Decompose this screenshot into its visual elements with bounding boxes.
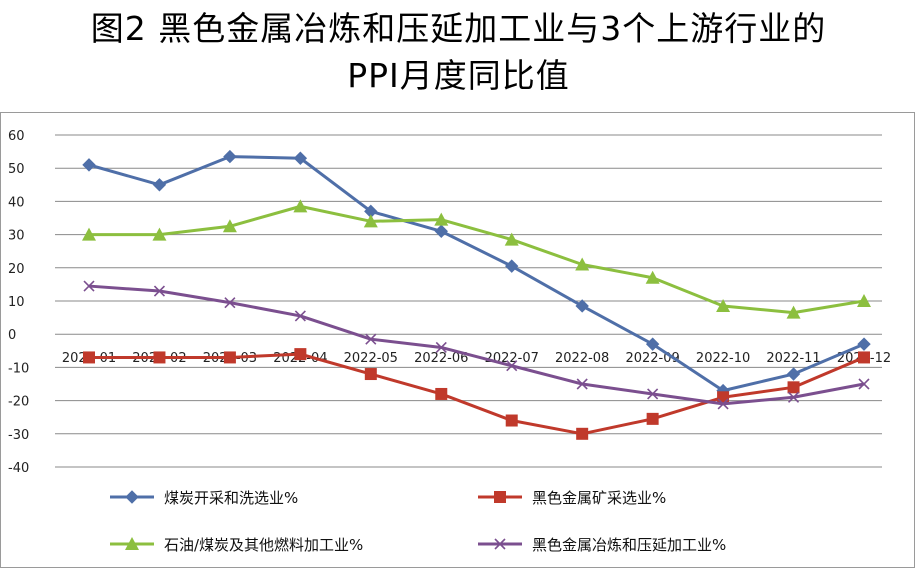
series-3-point: [434, 212, 449, 226]
series-3-point: [82, 227, 96, 241]
series-1-point: [434, 224, 448, 238]
series-4-point: [365, 333, 377, 345]
legend-marker: [125, 537, 139, 550]
series-4-point: [576, 378, 588, 390]
series-4-point: [787, 391, 800, 403]
series-2-point: [294, 348, 307, 361]
series-2-point: [717, 391, 730, 404]
series-4-point: [717, 398, 729, 410]
y-tick-label: -40: [8, 461, 29, 476]
series-4-point: [294, 310, 306, 322]
x-tick-label: 2022-05: [344, 351, 398, 366]
chart-title-line1: 图2 黑色金属冶炼和压延加工业与3个上游行业的: [90, 9, 827, 48]
legend-marker: [125, 490, 139, 504]
series-line-2: [89, 352, 865, 436]
legend-label: 石油/煤炭及其他燃料加工业%: [164, 536, 363, 554]
series-1-point: [786, 367, 801, 381]
y-tick-label: 30: [8, 229, 25, 244]
series-2-point: [505, 414, 518, 427]
legend-marker: [494, 538, 506, 550]
series-1-point: [223, 149, 237, 164]
legend-label: 黑色金属冶炼和压延加工业%: [532, 536, 726, 554]
series-2-point: [646, 412, 659, 425]
series-4-point: [224, 297, 236, 309]
series-2-point: [83, 351, 95, 364]
series-2-point: [435, 387, 448, 400]
series-2-point: [858, 351, 870, 364]
series-line-1: [88, 155, 865, 393]
y-tick-label: 10: [8, 295, 25, 310]
y-tick-label: 50: [8, 162, 25, 177]
y-tick-label: 20: [8, 262, 25, 277]
y-tick-label: 40: [8, 195, 25, 210]
series-4-point: [647, 388, 659, 400]
chart-frame: [0, 112, 915, 568]
series-4-point: [153, 285, 166, 297]
series-line-4: [88, 284, 865, 406]
series-line-3: [89, 204, 865, 315]
series-3-point: [645, 270, 660, 284]
series-4-point: [858, 378, 870, 390]
series-2-point: [153, 351, 166, 364]
series-1-point: [857, 337, 871, 351]
series-2-point: [787, 381, 800, 394]
x-tick-label: 2022-11: [766, 351, 820, 366]
series-1-point: [152, 178, 167, 192]
series-2-point: [223, 351, 236, 364]
series-1-point: [645, 337, 660, 351]
series-3-point: [504, 232, 519, 246]
series-4-point: [506, 360, 518, 372]
series-1-point: [82, 158, 96, 172]
series-3-point: [857, 294, 871, 307]
series-1-point: [575, 299, 589, 313]
legend-label: 黑色金属矿采选业%: [532, 489, 666, 507]
y-tick-label: 60: [8, 129, 25, 144]
series-3-point: [363, 214, 378, 228]
series-1-point: [293, 151, 308, 165]
legend-label: 煤炭开采和洗选业%: [164, 489, 298, 507]
y-tick-label: 0: [8, 328, 16, 343]
series-1-point: [505, 259, 519, 273]
series-3-point: [786, 305, 801, 319]
x-tick-label: 2022-07: [485, 351, 539, 366]
series-4-point: [83, 280, 95, 292]
x-tick-label: 2022-08: [555, 351, 609, 366]
y-tick-label: -10: [8, 361, 29, 376]
series-2-point: [576, 427, 589, 440]
x-tick-label: 2022-10: [696, 351, 750, 366]
series-3-point: [152, 227, 167, 241]
y-tick-label: -20: [8, 395, 29, 410]
series-3-point: [293, 199, 308, 213]
series-3-point: [222, 219, 237, 233]
chart-title-line2: PPI月度同比值: [347, 56, 570, 95]
y-tick-label: -30: [8, 428, 29, 443]
legend-marker: [494, 491, 506, 503]
series-4-point: [435, 341, 447, 354]
series-3-point: [575, 257, 590, 271]
x-tick-label: 2022-06: [414, 351, 468, 366]
x-tick-label: 2022-09: [625, 351, 679, 366]
series-2-point: [364, 368, 377, 381]
series-3-point: [716, 298, 731, 312]
